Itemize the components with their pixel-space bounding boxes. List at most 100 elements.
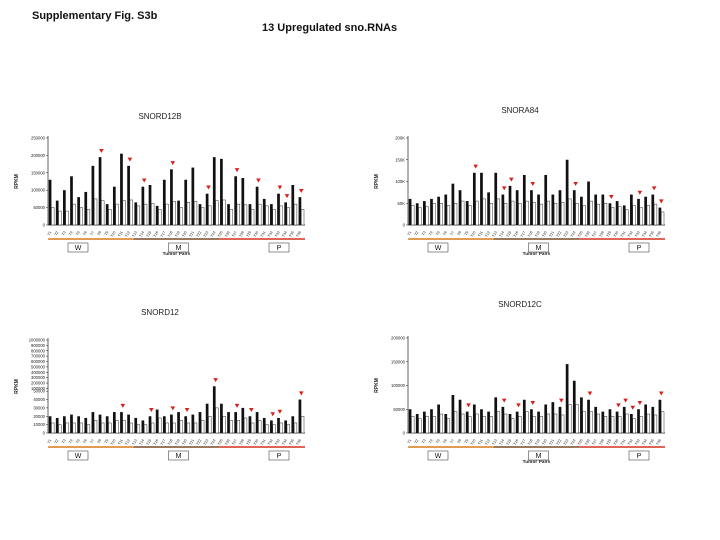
- upregulated-marker: [249, 408, 254, 413]
- bar-tumor: [120, 412, 123, 433]
- x-tick-label: T5: [75, 439, 81, 445]
- bar-tumor: [608, 203, 612, 225]
- bar-normal: [539, 203, 543, 226]
- group-box: [628, 450, 650, 461]
- x-tick-label: T17: [520, 439, 527, 446]
- y-tick-label: 150000: [31, 170, 46, 175]
- bar-normal: [439, 413, 443, 434]
- y-tick-label: 200K: [395, 136, 405, 141]
- bar-tumor: [270, 204, 273, 225]
- x-tick-label: T21: [189, 231, 196, 238]
- bar-normal: [646, 413, 650, 434]
- x-tick-label: T36: [296, 439, 303, 446]
- x-tick-label: T10: [470, 439, 477, 446]
- y-axis-label: RPKM: [14, 379, 20, 394]
- x-tick-label: T1: [407, 439, 413, 445]
- x-tick-label: T1: [47, 439, 53, 445]
- bar-normal: [489, 203, 493, 226]
- bar-tumor: [141, 186, 145, 225]
- bar-normal: [461, 200, 465, 226]
- x-tick-label: T29: [246, 439, 253, 446]
- bar-tumor: [262, 417, 266, 433]
- upregulated-marker: [99, 148, 104, 153]
- bar-tumor: [422, 411, 426, 433]
- bar-tumor: [220, 403, 223, 433]
- bar-tumor: [622, 406, 626, 433]
- x-tick-label: T29: [606, 231, 613, 238]
- x-tick-label: T18: [527, 231, 534, 238]
- bar-normal: [272, 209, 276, 226]
- bar-normal: [575, 203, 579, 226]
- bar-tumor: [255, 186, 259, 225]
- upregulated-marker: [573, 182, 578, 186]
- bar-tumor: [127, 414, 130, 433]
- bar-normal: [258, 203, 262, 226]
- bar-normal: [122, 420, 126, 434]
- group-box: [628, 242, 650, 253]
- bar-tumor: [544, 404, 548, 433]
- bar-tumor: [198, 412, 202, 433]
- bar-tumor: [544, 174, 548, 225]
- bar-normal: [265, 205, 269, 226]
- bar-normal: [236, 203, 241, 226]
- bar-tumor: [537, 194, 540, 225]
- x-tick-label: T33: [274, 231, 281, 238]
- upregulated-marker: [298, 188, 304, 193]
- bar-tumor: [415, 414, 419, 433]
- bar-normal: [108, 209, 112, 226]
- upregulated-marker: [630, 405, 636, 410]
- bar-tumor: [465, 411, 469, 433]
- bar-tumor: [480, 172, 483, 225]
- x-tick-label: T31: [620, 230, 627, 237]
- x-tick-label: T31: [260, 230, 267, 237]
- bar-normal: [446, 418, 451, 434]
- bar-normal: [279, 422, 283, 434]
- bar-normal: [568, 198, 572, 226]
- bar-normal: [165, 422, 169, 434]
- x-tick-label: T12: [484, 231, 491, 238]
- bar-normal: [122, 200, 126, 226]
- bar-tumor: [637, 198, 640, 225]
- x-tick-label: T26: [584, 439, 591, 446]
- x-tick-label: T9: [464, 231, 470, 237]
- x-tick-label: T3: [421, 439, 427, 445]
- y-tick-label: 400000: [31, 370, 46, 375]
- bar-tumor: [205, 193, 209, 225]
- bar-normal: [86, 424, 91, 434]
- x-tick-label: T11: [117, 231, 123, 238]
- bar-normal: [94, 420, 98, 434]
- bar-normal: [632, 205, 636, 226]
- bar-tumor: [148, 416, 152, 433]
- bar-normal: [208, 205, 212, 226]
- upregulated-marker: [234, 168, 240, 173]
- bar-normal: [503, 203, 508, 226]
- group-label: W: [75, 453, 82, 460]
- chart-title: SNORA84: [501, 106, 539, 115]
- x-tick-label: T21: [189, 439, 196, 446]
- x-tick-label: T36: [656, 439, 663, 446]
- bar-normal: [411, 205, 415, 226]
- bar-normal: [496, 198, 501, 226]
- bar-tumor: [91, 412, 95, 433]
- bar-normal: [101, 200, 105, 226]
- bar-normal: [172, 422, 176, 434]
- x-tick-label: T19: [174, 439, 181, 446]
- x-tick-label: T13: [491, 439, 498, 446]
- bar-tumor: [565, 364, 569, 433]
- upregulated-marker: [509, 177, 514, 182]
- bar-normal: [596, 413, 601, 434]
- figure-label: Supplementary Fig. S3b: [32, 10, 158, 22]
- bar-normal: [115, 203, 119, 226]
- upregulated-marker: [277, 185, 283, 190]
- group-label: P: [637, 453, 642, 460]
- bar-tumor: [291, 416, 295, 433]
- y-tick-label: 50000: [393, 407, 405, 412]
- bar-tumor: [277, 193, 280, 225]
- bar-normal: [475, 200, 479, 226]
- bar-normal: [222, 416, 226, 434]
- group-label: M: [536, 453, 542, 460]
- upregulated-marker: [234, 403, 240, 408]
- group-label: M: [536, 245, 542, 252]
- bar-tumor: [658, 399, 662, 433]
- bar-normal: [518, 203, 522, 226]
